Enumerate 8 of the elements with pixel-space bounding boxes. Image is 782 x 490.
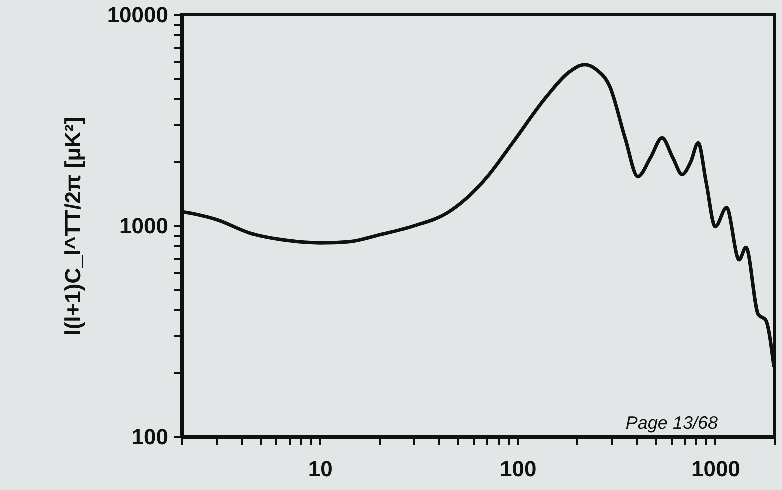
- x-tick-label: 1000: [692, 456, 740, 482]
- x-tick-label: 100: [500, 456, 537, 482]
- y-axis-title: l(l+1)C_l^TT/2π [μK²]: [60, 117, 86, 336]
- annotation: Page 13/68: [626, 413, 718, 433]
- x-tick-label: 10: [308, 456, 333, 482]
- y-tick-label: 1000: [120, 214, 168, 238]
- y-tick-label: 100: [132, 424, 168, 450]
- y-tick-label: 10000: [107, 2, 168, 28]
